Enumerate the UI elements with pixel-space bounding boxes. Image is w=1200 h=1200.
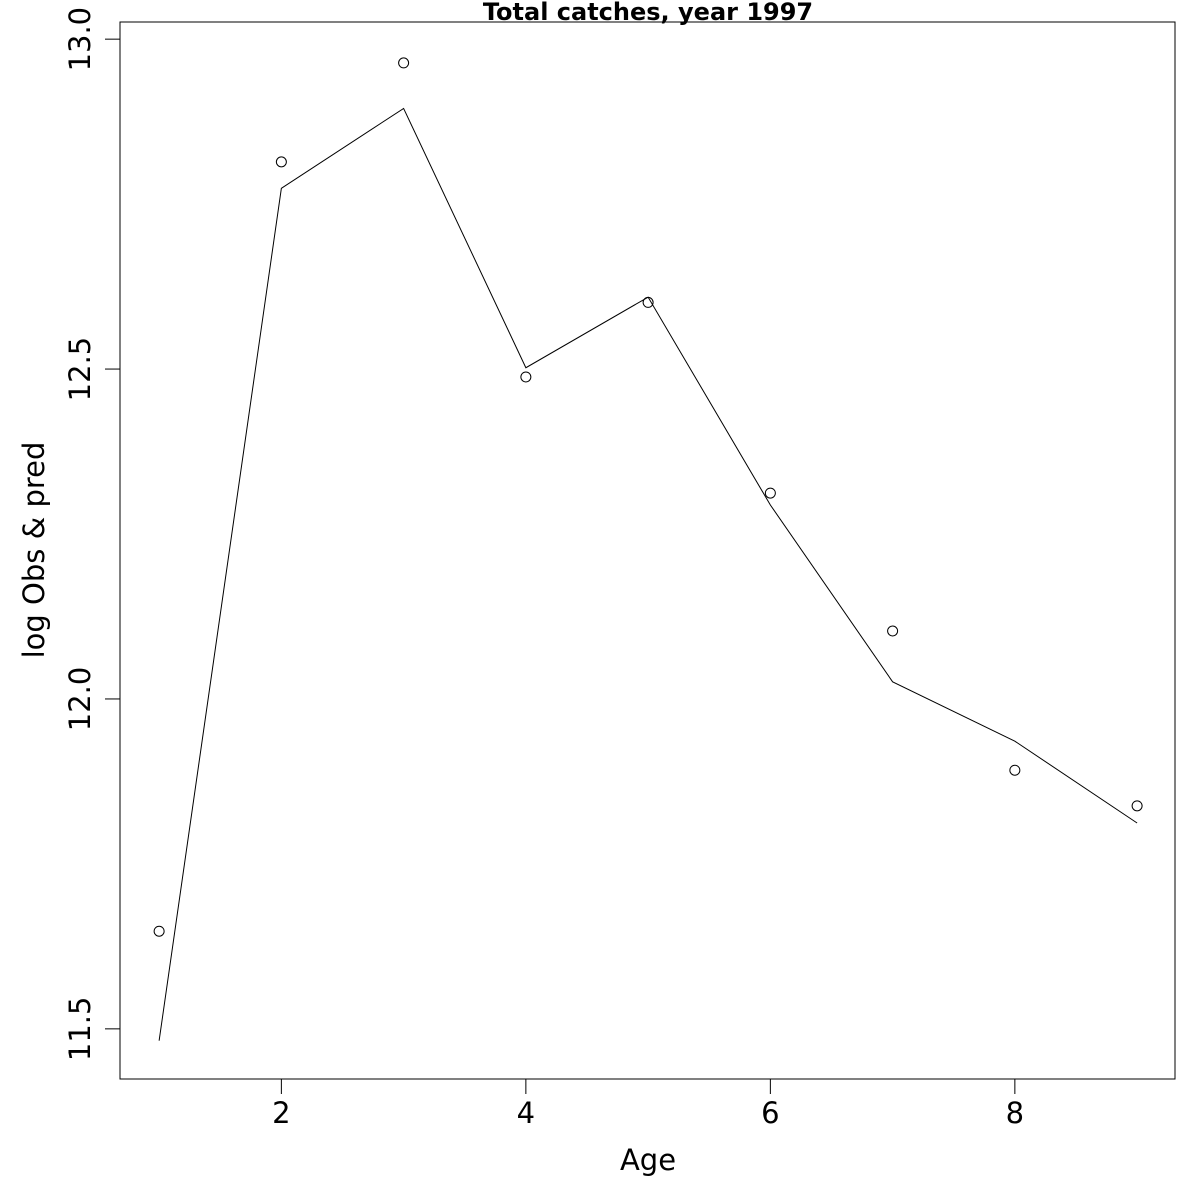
data-point [1009,764,1021,776]
data-point [398,57,410,69]
data-line [158,107,1138,1041]
x-tick-label: 6 [761,1096,779,1130]
x-tick-label: 8 [1006,1096,1024,1130]
data-point [1131,800,1143,812]
plot-frame [119,21,1176,1080]
data-point [764,487,776,499]
y-tick-label: 13.0 [63,7,97,72]
data-point [887,625,899,637]
data-point [520,371,532,383]
y-tick-label: 12.5 [63,337,97,402]
y-tick-label: 12.0 [63,667,97,732]
data-point [275,156,287,168]
y-tick-label: 11.5 [63,997,97,1062]
y-axis-label: log Obs & pred [17,442,51,659]
data-point [153,925,165,937]
x-tick-label: 4 [517,1096,535,1130]
x-axis-label: Age [620,1143,676,1177]
x-tick-label: 2 [272,1096,290,1130]
